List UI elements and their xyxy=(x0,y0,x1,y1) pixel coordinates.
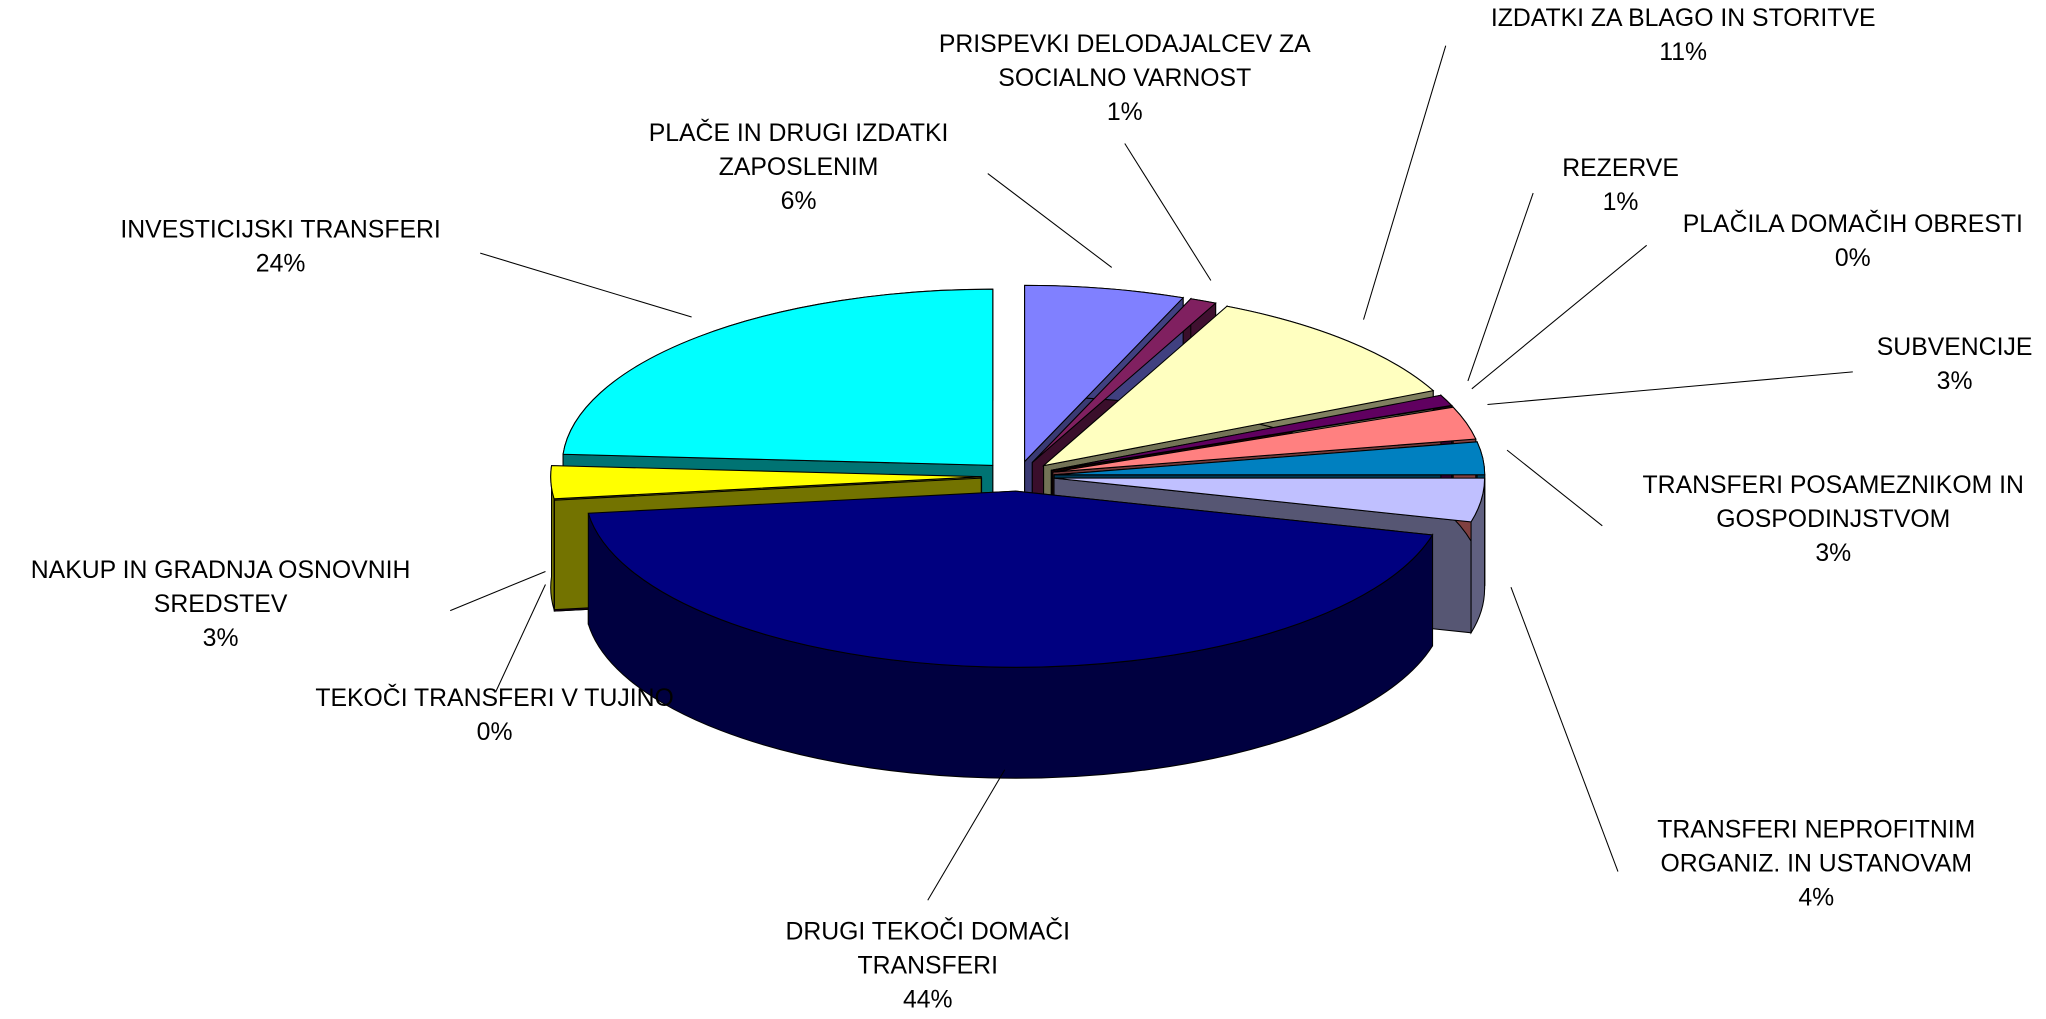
label-line: TRANSFERI xyxy=(858,952,998,979)
leader-line xyxy=(450,570,546,612)
slice xyxy=(1041,305,1435,467)
slice xyxy=(1054,441,1486,476)
label-line: SOCIALNO VARNOST xyxy=(998,65,1251,92)
leader-line xyxy=(480,252,692,318)
percent-label: 0% xyxy=(1835,245,1871,272)
slice-label: TRANSFERI NEPROFITNIM ORGANIZ. IN USTANOV… xyxy=(1657,817,1975,878)
slice xyxy=(1052,406,1477,473)
label-line: SUBVENCIJE xyxy=(1877,334,2033,361)
label-line: REZERVE xyxy=(1562,155,1679,182)
slice-label: IZDATKI ZA BLAGO IN STORITVE xyxy=(1491,5,1876,32)
leader-line xyxy=(1506,449,1603,527)
percent-label: 44% xyxy=(903,986,953,1013)
slice-label: DRUGI TEKOČI DOMAČI TRANSFERI xyxy=(785,917,1070,979)
slice-label: NAKUP IN GRADNJA OSNOVNIH SREDSTEV xyxy=(31,557,411,618)
slice-label: REZERVE xyxy=(1562,155,1679,182)
label-line: GOSPODINJSTVOM xyxy=(1716,506,1950,533)
leader-line xyxy=(1510,586,1619,872)
label-line: ORGANIZ. IN USTANOVAM xyxy=(1660,851,1972,878)
leader-line xyxy=(1467,192,1534,382)
slice xyxy=(1024,284,1185,463)
slice-label: PLAČE IN DRUGI IZDATKI ZAPOSLENIM xyxy=(649,119,949,181)
percent-label: 3% xyxy=(203,625,239,652)
label-line: PRISPEVKI DELODAJALCEV ZA xyxy=(939,31,1311,58)
slice xyxy=(587,490,1434,668)
slice-label: INVESTICIJSKI TRANSFERI xyxy=(120,216,440,243)
percent-label: 1% xyxy=(1603,189,1639,216)
label-line: PLAČILA DOMAČIH OBRESTI xyxy=(1683,210,2023,238)
slice-label: PRISPEVKI DELODAJALCEV ZA SOCIALNO VARNOS… xyxy=(939,31,1311,92)
label-line: TEKOČI TRANSFERI V TUJINO xyxy=(315,684,673,712)
slice-label: PLAČILA DOMAČIH OBRESTI xyxy=(1683,210,2023,238)
slice-label: SUBVENCIJE xyxy=(1877,334,2033,361)
leader-line xyxy=(495,584,546,692)
labels: PLAČE IN DRUGI IZDATKI ZAPOSLENIM 6% PRISPE… xyxy=(31,5,2033,1013)
label-line: TRANSFERI POSAMEZNIKOM IN xyxy=(1643,472,2024,499)
slice xyxy=(1031,298,1217,463)
label-line: INVESTICIJSKI TRANSFERI xyxy=(120,216,440,243)
label-line: DRUGI TEKOČI DOMAČI xyxy=(785,917,1070,945)
leader-line xyxy=(1471,244,1647,390)
slice-label: TEKOČI TRANSFERI V TUJINO xyxy=(315,684,673,712)
percent-label: 1% xyxy=(1107,99,1143,126)
label-line: PLAČE IN DRUGI IZDATKI xyxy=(649,119,949,147)
percent-label: 4% xyxy=(1798,884,1834,911)
leader-line xyxy=(1124,143,1212,281)
percent-label: 3% xyxy=(1815,540,1851,567)
slice-label: TRANSFERI POSAMEZNIKOM IN GOSPODINJSTVOM xyxy=(1643,472,2024,533)
percent-label: 6% xyxy=(781,188,817,215)
percent-label: 0% xyxy=(477,719,513,746)
leader-line xyxy=(927,769,1006,901)
leader-line xyxy=(1487,371,1853,405)
slice xyxy=(550,465,982,500)
percent-label: 3% xyxy=(1937,368,1973,395)
percent-label: 24% xyxy=(256,250,306,277)
label-line: NAKUP IN GRADNJA OSNOVNIH xyxy=(31,557,411,584)
slice xyxy=(554,477,982,501)
percent-label: 11% xyxy=(1659,39,1707,66)
pie-tops xyxy=(550,284,1486,668)
label-line: IZDATKI ZA BLAGO IN STORITVE xyxy=(1491,5,1876,32)
label-line: SREDSTEV xyxy=(154,591,288,618)
label-line: ZAPOSLENIM xyxy=(719,154,879,181)
label-line: TRANSFERI NEPROFITNIM xyxy=(1657,817,1975,844)
slice xyxy=(1053,477,1486,523)
leader-line xyxy=(987,173,1113,268)
leader-line xyxy=(1363,45,1447,320)
slice xyxy=(562,288,994,466)
